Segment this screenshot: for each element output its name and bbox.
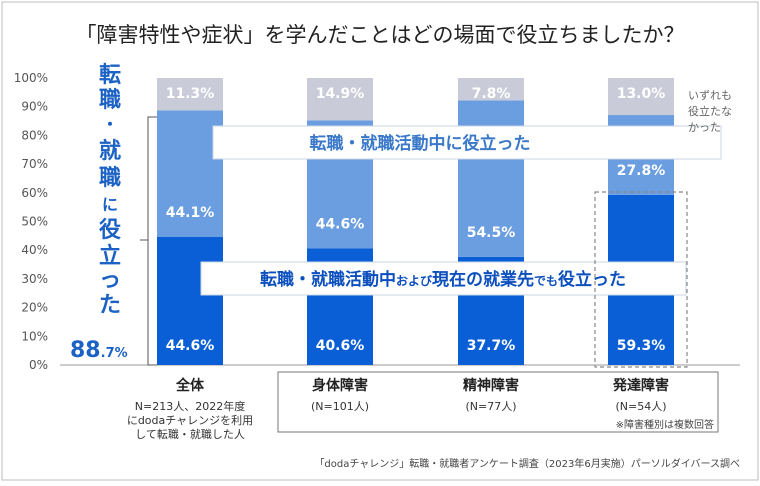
bar-value-label: 59.3% xyxy=(617,338,666,354)
bar-value-label: 54.5% xyxy=(467,225,516,241)
bar-value-label: 27.8% xyxy=(617,163,666,179)
chart-title: 「障害特性や症状」を学んだことはどの場面で役立ちましたか？ xyxy=(76,23,685,47)
total-vertical-char: た xyxy=(99,293,121,318)
bar-segment xyxy=(608,78,674,116)
category-note: にdodaチャレンジを利用 xyxy=(127,414,253,427)
y-tick-label: 0% xyxy=(29,358,48,372)
bar-segment xyxy=(157,78,223,111)
y-tick-label: 20% xyxy=(21,301,48,315)
bar-value-label: 7.8% xyxy=(472,86,511,102)
category-note: N=213人、2022年度 xyxy=(135,399,245,413)
total-vertical-char: 職 xyxy=(99,87,121,113)
category-label: 精神障害 xyxy=(463,377,519,394)
total-bracket xyxy=(140,116,157,366)
bar-value-label: 44.1% xyxy=(166,205,215,221)
category-label: 全体 xyxy=(175,377,205,394)
y-tick-label: 30% xyxy=(21,272,48,286)
bar-value-label: 44.6% xyxy=(166,338,215,354)
bar-segment xyxy=(157,236,223,365)
total-vertical-char: に xyxy=(102,195,118,214)
category-note: (N=54人) xyxy=(615,400,666,413)
total-vertical-char: 就 xyxy=(99,138,121,164)
category-note: して転職・就職した人 xyxy=(135,427,245,441)
callout-lower-text: 転職・就職活動中および現在の就業先でも役立った xyxy=(260,269,626,290)
callout-upper-text: 転職・就職活動中に役立った xyxy=(310,133,531,154)
total-vertical-char: っ xyxy=(99,268,121,293)
highlight-dashed-box xyxy=(594,191,688,368)
y-tick-label: 40% xyxy=(21,243,48,257)
total-vertical-char: 転 xyxy=(99,62,121,88)
footnote: ※障害種別は複数回答 xyxy=(616,418,714,431)
y-tick-label: 50% xyxy=(21,215,48,229)
y-tick-label: 90% xyxy=(21,100,48,114)
bar-segment xyxy=(307,78,373,121)
none-helped-note: 役立たな xyxy=(688,104,732,118)
y-tick-label: 100% xyxy=(14,71,48,85)
total-value: 88.7% xyxy=(70,338,128,363)
y-tick-label: 60% xyxy=(21,186,48,200)
category-label: 身体障害 xyxy=(312,377,368,394)
source-note: 「dodaチャレンジ」転職・就職者アンケート調査（2023年6月実施）パーソルダ… xyxy=(314,457,740,470)
bar-segment xyxy=(458,78,524,101)
bar-value-label: 40.6% xyxy=(316,338,365,354)
bar-value-label: 44.6% xyxy=(316,216,365,232)
y-tick-label: 70% xyxy=(21,157,48,171)
bar-value-label: 37.7% xyxy=(467,338,516,354)
category-group-box xyxy=(277,371,719,433)
bar-value-label: 14.9% xyxy=(316,86,365,102)
callout-lower-box xyxy=(200,261,687,296)
y-tick-label: 10% xyxy=(21,329,48,343)
total-vertical-char: ・ xyxy=(102,115,118,134)
category-label: 発達障害 xyxy=(612,377,669,394)
callout-upper-box xyxy=(212,125,722,160)
category-note: (N=77人) xyxy=(465,400,516,413)
total-vertical-char: 役 xyxy=(99,218,121,243)
bar-value-label: 11.3% xyxy=(166,86,215,102)
total-vertical-char: 職 xyxy=(99,165,121,191)
bar-segment xyxy=(157,110,223,237)
bar-value-label: 13.0% xyxy=(617,86,666,102)
none-helped-note: いずれも xyxy=(688,89,732,102)
y-tick-label: 80% xyxy=(21,128,48,142)
category-note: (N=101人) xyxy=(311,400,369,413)
total-vertical-char: 立 xyxy=(99,243,121,269)
none-helped-note: かった xyxy=(688,121,721,134)
